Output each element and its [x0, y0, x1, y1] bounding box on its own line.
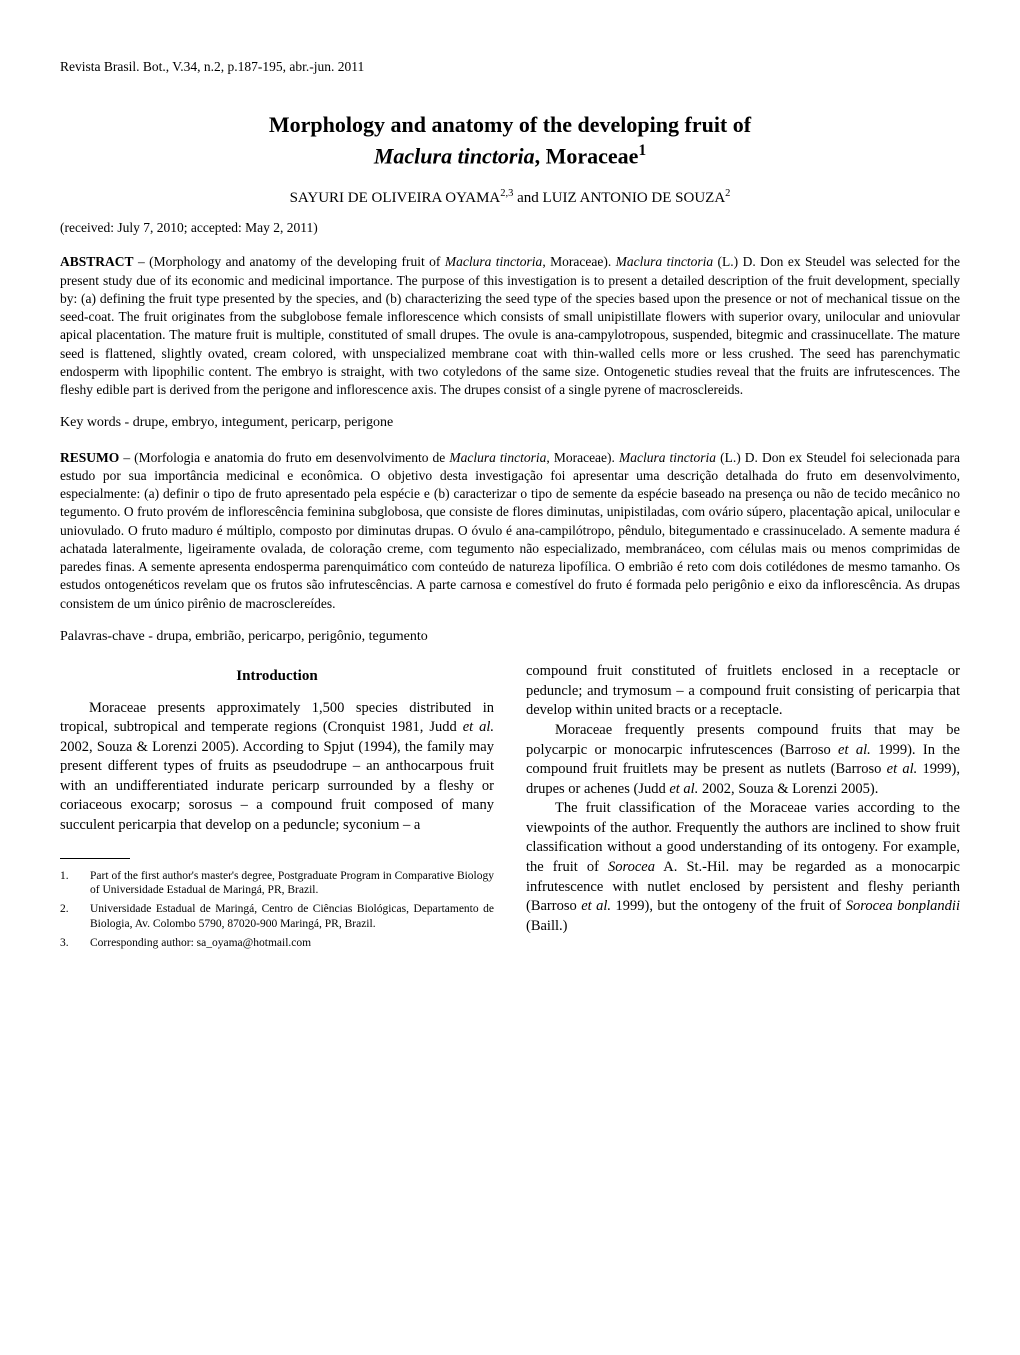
resumo-block: RESUMO – (Morfologia e anatomia do fruto… — [60, 449, 960, 613]
footnote-1: 1. Part of the first author's master's d… — [60, 869, 494, 899]
abstract-label: ABSTRACT — [60, 254, 134, 269]
title-suffix: , Moraceae — [535, 144, 639, 169]
footnotes-block: 1. Part of the first author's master's d… — [60, 869, 494, 952]
author-1-affil: 2,3 — [500, 188, 513, 199]
intro-para-1-left: Moraceae presents approximately 1,500 sp… — [60, 699, 494, 836]
title-species: Maclura tinctoria — [374, 144, 535, 169]
palavras-label: Palavras-chave - — [60, 629, 156, 644]
palavras-text: drupa, embrião, pericarpo, perigônio, te… — [156, 629, 427, 644]
received-accepted-dates: (received: July 7, 2010; accepted: May 2… — [60, 219, 960, 238]
article-title-line1: Morphology and anatomy of the developing… — [120, 111, 900, 139]
two-column-body: Introduction Moraceae presents approxima… — [60, 662, 960, 955]
abstract-lead-after: , Moraceae). — [542, 254, 615, 269]
p3i1: Sorocea — [608, 859, 655, 875]
resumo-label: RESUMO — [60, 450, 119, 465]
footnote-2: 2. Universidade Estadual de Maringá, Cen… — [60, 902, 494, 932]
palavras-chave-line: Palavras-chave - drupa, embrião, pericar… — [60, 627, 960, 647]
resumo-lead-dash: – (Morfologia e anatomia do fruto em des… — [119, 450, 449, 465]
footnote-1-text: Part of the first author's master's degr… — [90, 869, 494, 899]
article-title-line2: Maclura tinctoria, Moraceae1 — [60, 140, 960, 172]
right-column: compound fruit constituted of fruitlets … — [526, 662, 960, 955]
keywords-label: Key words - — [60, 415, 133, 430]
abstract-species-italic: Maclura tinctoria — [616, 254, 713, 269]
keywords-line: Key words - drupe, embryo, integument, p… — [60, 413, 960, 433]
authors-line: SAYURI DE OLIVEIRA OYAMA2,3 and LUIZ ANT… — [60, 187, 960, 209]
p1a: Moraceae presents approximately 1,500 sp… — [60, 700, 494, 736]
resumo-species-italic: Maclura tinctoria — [619, 450, 716, 465]
footnote-2-num: 2. — [60, 902, 90, 932]
abstract-body: (L.) D. Don ex Steudel was selected for … — [60, 254, 960, 397]
abstract-lead-italic: Maclura tinctoria — [445, 254, 542, 269]
p1c: compound fruit constituted of fruitlets … — [526, 663, 960, 718]
resumo-lead-after: , Moraceae). — [546, 450, 619, 465]
intro-para-3: The fruit classification of the Moraceae… — [526, 799, 960, 936]
p3i3: Sorocea bonplandii — [846, 898, 960, 914]
p1i1: et al. — [463, 719, 494, 735]
running-head: Revista Brasil. Bot., V.34, n.2, p.187-1… — [60, 58, 960, 77]
left-column: Introduction Moraceae presents approxima… — [60, 662, 494, 955]
resumo-body: (L.) D. Don ex Steudel foi selecionada p… — [60, 450, 960, 611]
resumo-lead-italic: Maclura tinctoria — [449, 450, 546, 465]
p2i3: et al. — [669, 781, 698, 797]
intro-para-2: Moraceae frequently presents compound fr… — [526, 721, 960, 799]
p3c: 1999), but the ontogeny of the fruit of — [611, 898, 846, 914]
footnote-1-num: 1. — [60, 869, 90, 899]
title-footnote-marker: 1 — [638, 142, 646, 159]
abstract-block: ABSTRACT – (Morphology and anatomy of th… — [60, 253, 960, 399]
author-1: SAYURI DE OLIVEIRA OYAMA — [290, 190, 501, 206]
p3i2: et al. — [581, 898, 611, 914]
intro-para-1-right: compound fruit constituted of fruitlets … — [526, 662, 960, 721]
footnote-3-text: Corresponding author: sa_oyama@hotmail.c… — [90, 936, 494, 951]
footnote-2-text: Universidade Estadual de Maringá, Centro… — [90, 902, 494, 932]
abstract-lead-dash: – (Morphology and anatomy of the develop… — [134, 254, 445, 269]
p2i1: et al. — [838, 742, 871, 758]
footnote-3-num: 3. — [60, 936, 90, 951]
footnote-rule — [60, 858, 130, 859]
author-2-affil: 2 — [725, 188, 730, 199]
p2d: 2002, Souza & Lorenzi 2005). — [698, 781, 878, 797]
introduction-heading: Introduction — [60, 666, 494, 686]
p2i2: et al. — [887, 761, 918, 777]
author-conj: and LUIZ ANTONIO DE SOUZA — [513, 190, 725, 206]
p1b: 2002, Souza & Lorenzi 2005). According t… — [60, 739, 494, 833]
p3d: (Baill.) — [526, 918, 567, 934]
keywords-text: drupe, embryo, integument, pericarp, per… — [133, 415, 393, 430]
footnote-3: 3. Corresponding author: sa_oyama@hotmai… — [60, 936, 494, 951]
